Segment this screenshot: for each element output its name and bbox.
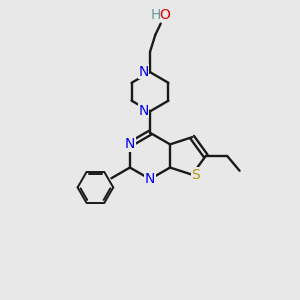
Text: S: S (191, 168, 200, 182)
Text: H: H (150, 8, 161, 22)
Text: N: N (138, 64, 148, 79)
Text: N: N (138, 104, 148, 118)
Text: O: O (160, 8, 171, 22)
Text: N: N (145, 172, 155, 185)
Text: N: N (125, 137, 135, 152)
